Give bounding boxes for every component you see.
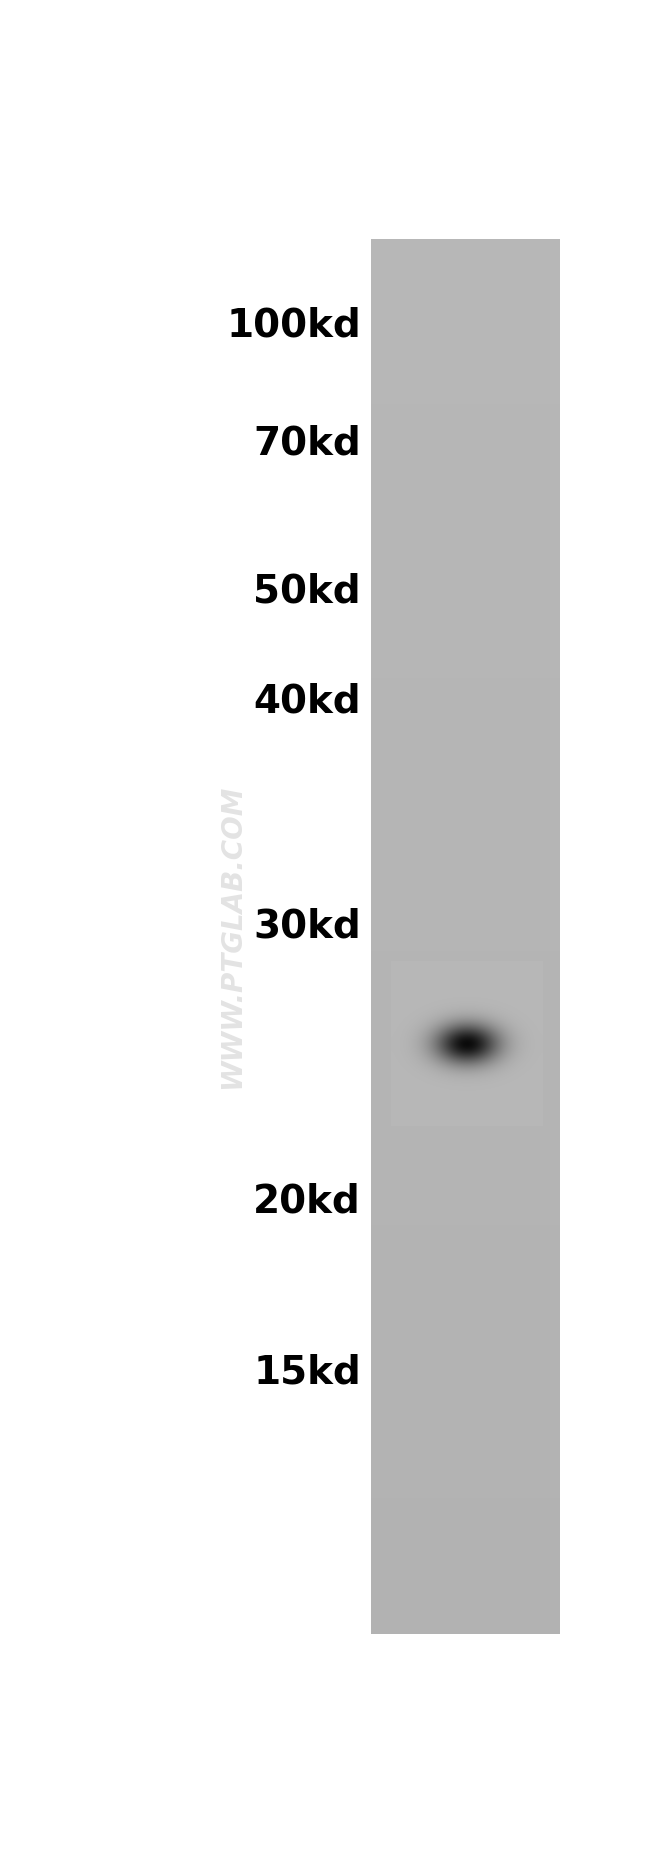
- Text: 20kd: 20kd: [253, 1182, 361, 1221]
- Text: 15kd: 15kd: [253, 1354, 361, 1391]
- Text: 40kd: 40kd: [254, 683, 361, 720]
- Text: 70kd: 70kd: [253, 425, 361, 464]
- Text: 30kd: 30kd: [253, 907, 361, 946]
- Text: 50kd: 50kd: [254, 571, 361, 610]
- Text: 100kd: 100kd: [226, 306, 361, 345]
- Text: WWW.PTGLAB.COM: WWW.PTGLAB.COM: [218, 785, 246, 1089]
